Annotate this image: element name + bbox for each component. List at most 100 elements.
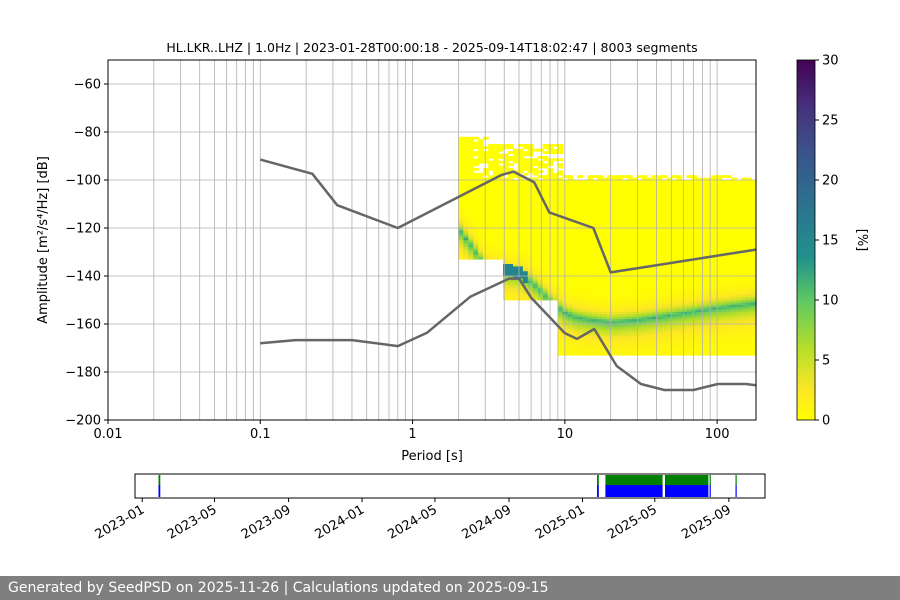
- heatmap-cell: [563, 264, 569, 267]
- heatmap-cell: [513, 182, 519, 185]
- heatmap-cell: [677, 221, 683, 224]
- heatmap-cell: [582, 230, 588, 233]
- heatmap-cell: [632, 281, 638, 284]
- heatmap-cell: [642, 305, 648, 308]
- heatmap-cell: [677, 290, 683, 293]
- heatmap-cell: [706, 245, 712, 248]
- heatmap-cell: [632, 216, 638, 219]
- heatmap-cell: [597, 353, 603, 356]
- heatmap-cell: [563, 247, 569, 250]
- heatmap-cell: [468, 247, 474, 250]
- heatmap-cell: [657, 341, 663, 344]
- heatmap-cell: [483, 228, 489, 231]
- heatmap-cell: [632, 204, 638, 207]
- heatmap-cell: [726, 302, 732, 305]
- heatmap-cell: [523, 161, 529, 164]
- heatmap-cell: [573, 228, 579, 231]
- heatmap-cell: [662, 290, 668, 293]
- heatmap-cell: [736, 238, 742, 241]
- heatmap-cell: [533, 161, 539, 164]
- heatmap-cell: [602, 204, 608, 207]
- heatmap-cell: [607, 326, 613, 329]
- heatmap-cell: [498, 254, 504, 257]
- heatmap-cell: [697, 190, 703, 193]
- heatmap-cell: [721, 305, 727, 308]
- heatmap-cell: [468, 163, 474, 166]
- heatmap-cell: [711, 192, 717, 195]
- heatmap-cell: [473, 214, 479, 217]
- heatmap-cell: [726, 223, 732, 226]
- heatmap-cell: [538, 223, 544, 226]
- heatmap-cell: [508, 151, 514, 154]
- heatmap-cell: [746, 228, 752, 231]
- heatmap-cell: [711, 269, 717, 272]
- heatmap-cell: [612, 230, 618, 233]
- heatmap-cell: [617, 331, 623, 334]
- heatmap-cell: [692, 310, 698, 313]
- heatmap-cell: [731, 216, 737, 219]
- heatmap-cell: [582, 238, 588, 241]
- heatmap-cell: [597, 194, 603, 197]
- heatmap-cell: [622, 346, 628, 349]
- heatmap-cell: [741, 305, 747, 308]
- heatmap-cell: [687, 180, 693, 183]
- heatmap-cell: [602, 305, 608, 308]
- heatmap-cell: [726, 250, 732, 253]
- heatmap-cell: [682, 206, 688, 209]
- heatmap-cell: [632, 192, 638, 195]
- heatmap-cell: [692, 182, 698, 185]
- heatmap-cell: [493, 211, 499, 214]
- heatmap-cell: [746, 276, 752, 279]
- heatmap-cell: [697, 192, 703, 195]
- heatmap-cell: [573, 302, 579, 305]
- heatmap-cell: [627, 348, 633, 351]
- heatmap-cell: [508, 262, 514, 265]
- heatmap-cell: [612, 305, 618, 308]
- heatmap-cell: [558, 312, 564, 315]
- heatmap-cell: [602, 199, 608, 202]
- heatmap-cell: [523, 269, 529, 272]
- heatmap-cell: [721, 343, 727, 346]
- heatmap-cell: [612, 182, 618, 185]
- heatmap-cell: [706, 194, 712, 197]
- heatmap-cell: [746, 180, 752, 183]
- heatmap-cell: [706, 185, 712, 188]
- heatmap-cell: [721, 233, 727, 236]
- heatmap-cell: [533, 158, 539, 161]
- heatmap-cell: [483, 242, 489, 245]
- heatmap-cell: [612, 281, 618, 284]
- heatmap-cell: [642, 190, 648, 193]
- heatmap-cell: [463, 235, 469, 238]
- heatmap-cell: [538, 254, 544, 257]
- heatmap-cell: [478, 180, 484, 183]
- heatmap-cell: [468, 230, 474, 233]
- heatmap-cell: [726, 278, 732, 281]
- heatmap-cell: [622, 209, 628, 212]
- heatmap-cell: [592, 317, 598, 320]
- heatmap-cell: [488, 216, 494, 219]
- heatmap-cell: [548, 286, 554, 289]
- heatmap-cell: [662, 218, 668, 221]
- heatmap-cell: [746, 334, 752, 337]
- heatmap-cell: [662, 259, 668, 262]
- heatmap-cell: [612, 197, 618, 200]
- heatmap-cell: [508, 286, 514, 289]
- heatmap-cell: [548, 278, 554, 281]
- heatmap-cell: [533, 290, 539, 293]
- heatmap-cell: [682, 334, 688, 337]
- heatmap-cell: [697, 238, 703, 241]
- heatmap-cell: [726, 185, 732, 188]
- heatmap-cell: [746, 331, 752, 334]
- heatmap-cell: [523, 262, 529, 265]
- heatmap-cell: [508, 158, 514, 161]
- heatmap-cell: [538, 233, 544, 236]
- heatmap-cell: [721, 269, 727, 272]
- heatmap-cell: [687, 187, 693, 190]
- heatmap-cell: [687, 254, 693, 257]
- heatmap-cell: [592, 182, 598, 185]
- heatmap-cell: [677, 175, 683, 178]
- heatmap-cell: [463, 252, 469, 255]
- heatmap-cell: [622, 238, 628, 241]
- heatmap-cell: [488, 247, 494, 250]
- heatmap-cell: [711, 305, 717, 308]
